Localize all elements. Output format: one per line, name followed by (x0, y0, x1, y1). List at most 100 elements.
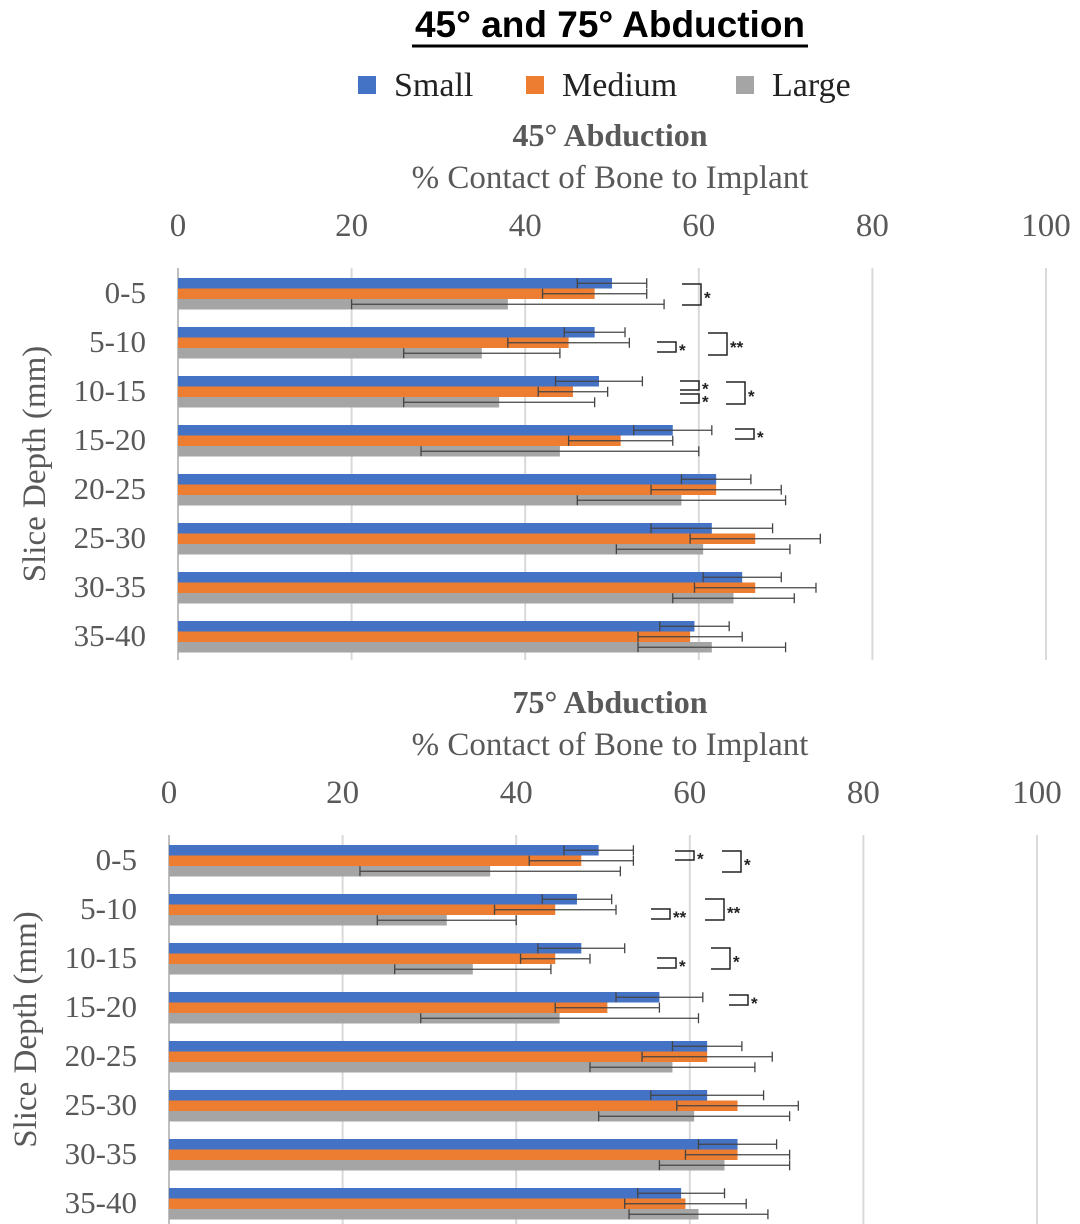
bar-medium (169, 953, 556, 964)
bar-large (169, 1013, 560, 1024)
bar-small (169, 894, 577, 905)
bar-small (169, 1090, 708, 1101)
bar-small (169, 1188, 682, 1199)
bar-small (178, 523, 712, 534)
category-label: 0-5 (96, 842, 137, 877)
significance-marker: * (733, 953, 740, 972)
bar-large (178, 593, 734, 604)
significance-marker: * (679, 341, 686, 360)
bar-small (178, 572, 743, 583)
bar-medium (169, 1002, 608, 1013)
category-label: 35-40 (74, 618, 146, 653)
bar-large (178, 397, 500, 408)
significance-marker: ** (730, 338, 744, 357)
bar-medium (178, 484, 717, 495)
x-tick-label: 80 (856, 208, 889, 244)
x-tick-label: 20 (326, 775, 359, 811)
significance-marker: ** (673, 908, 687, 927)
legend-swatch-large (736, 76, 754, 94)
x-tick-label: 0 (170, 208, 187, 244)
bar-large (178, 544, 704, 555)
significance-marker: * (697, 850, 704, 869)
category-label: 10-15 (65, 940, 137, 975)
bar-small (178, 425, 673, 436)
legend-label-small: Small (394, 67, 473, 104)
significance-bracket (705, 898, 725, 921)
x-tick-label: 20 (335, 208, 368, 244)
bar-medium (169, 904, 556, 915)
bar-large (178, 299, 508, 310)
bar-large (169, 1209, 699, 1220)
significance-bracket (711, 947, 731, 970)
x-tick-label: 40 (500, 775, 533, 811)
significance-marker: * (679, 957, 686, 976)
figure-title: 45° and 75° Abduction (415, 4, 805, 45)
bar-large (169, 1160, 725, 1171)
chart-75-abduction: 75° Abduction % Contact of Bone to Implan… (8, 684, 1062, 1224)
category-label: 35-40 (65, 1185, 137, 1220)
bar-medium (178, 288, 595, 299)
category-label: 10-15 (74, 373, 146, 408)
bar-large (169, 915, 447, 926)
significance-bracket (680, 393, 700, 404)
bar-small (169, 1139, 738, 1150)
significance-bracket (708, 332, 728, 356)
significance-marker: * (751, 994, 758, 1013)
bar-large (178, 642, 712, 653)
bar-small (178, 376, 599, 387)
x-tick-label: 60 (673, 775, 706, 811)
bar-medium (169, 1149, 738, 1160)
bar-large (169, 866, 491, 877)
bar-small (169, 1041, 708, 1052)
bar-large (178, 495, 682, 506)
significance-bracket (675, 850, 695, 861)
significance-bracket (651, 908, 671, 920)
legend: Small Medium Large (358, 67, 851, 104)
bar-small (178, 474, 717, 485)
bar-small (169, 992, 660, 1003)
significance-bracket (726, 381, 746, 405)
bar-large (169, 1062, 673, 1073)
bar-medium (178, 631, 691, 642)
y-axis-label: Slice Depth (mm) (17, 346, 53, 582)
chart-title: 75° Abduction (512, 684, 707, 720)
bar-small (169, 943, 582, 954)
significance-marker: * (702, 380, 709, 399)
x-axis-label: % Contact of Bone to Implant (412, 727, 809, 763)
category-label: 15-20 (74, 422, 146, 457)
chart-45-abduction: 45° Abduction % Contact of Bone to Implan… (17, 117, 1071, 660)
category-label: 20-25 (74, 471, 146, 506)
significance-marker: * (748, 387, 755, 406)
significance-marker: * (702, 393, 709, 412)
bar-medium (178, 386, 573, 397)
bar-large (169, 964, 473, 975)
significance-bracket (722, 850, 742, 873)
significance-bracket (657, 341, 677, 353)
category-label: 30-35 (74, 569, 146, 604)
bar-small (169, 845, 599, 856)
bar-medium (169, 1100, 738, 1111)
category-label: 25-30 (74, 520, 146, 555)
category-label: 20-25 (65, 1038, 137, 1073)
y-axis-label: Slice Depth (mm) (8, 911, 44, 1147)
category-label: 30-35 (65, 1136, 137, 1171)
bar-large (178, 348, 482, 359)
significance-marker: * (757, 428, 764, 447)
x-tick-label: 0 (161, 775, 178, 811)
x-tick-label: 80 (847, 775, 880, 811)
significance-bracket (680, 380, 700, 391)
x-tick-label: 100 (1012, 775, 1062, 811)
category-label: 0-5 (105, 275, 146, 310)
bar-large (178, 446, 560, 457)
significance-marker: * (704, 289, 711, 308)
category-label: 25-30 (65, 1087, 137, 1122)
bar-medium (178, 533, 756, 544)
bar-medium (169, 855, 582, 866)
x-tick-label: 60 (682, 208, 715, 244)
x-tick-label: 100 (1021, 208, 1071, 244)
x-axis-label: % Contact of Bone to Implant (412, 160, 809, 196)
bar-small (178, 621, 695, 632)
legend-label-large: Large (772, 67, 851, 104)
bar-medium (169, 1051, 708, 1062)
